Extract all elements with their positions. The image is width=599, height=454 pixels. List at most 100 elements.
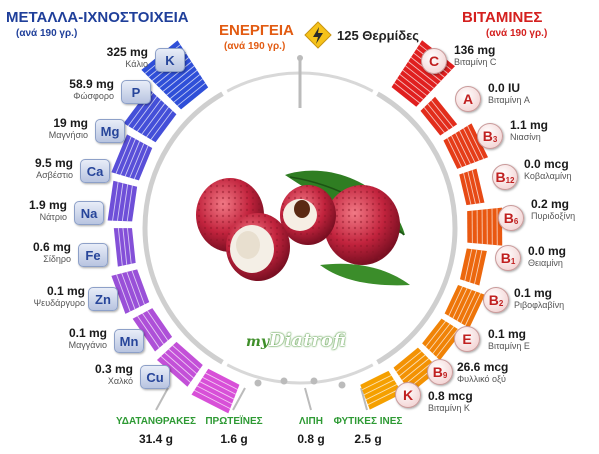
vitamin-badge: B 12: [492, 164, 518, 190]
mineral-value: 325 mg: [106, 45, 148, 59]
mineral-bar-stripe: [129, 143, 145, 178]
mineral-symbol-badge: K: [155, 48, 185, 72]
mineral-name: Μαγγάνιο: [68, 340, 107, 350]
macro-connector: [360, 387, 368, 411]
vitamin-bar-stripe: [448, 286, 463, 317]
macro-label: ΛΙΠΗ: [299, 416, 323, 427]
vitamin-bar-stripe: [402, 69, 431, 93]
macro-dot: [310, 377, 318, 385]
vitamin-value: 0.1 mg: [514, 286, 553, 300]
mineral-bar-stripe: [120, 138, 136, 176]
vitamins-subtitle: (ανά 190 γρ.): [486, 28, 548, 39]
mineral-bar-stripe: [164, 352, 194, 379]
vitamin-value: 0.0 mcg: [524, 157, 569, 171]
vitamin-subscript: 12: [505, 175, 515, 185]
lightning-icon: [304, 21, 332, 49]
vitamin-letter: B: [482, 128, 493, 144]
lychee-fruit-image: [196, 170, 410, 286]
vitamin-badge: K: [395, 382, 421, 408]
vitamin-subscript: 3: [492, 134, 498, 144]
vitamin-name: Πυριδοξίνη: [531, 211, 576, 221]
mineral-value: 9.5 mg: [34, 156, 73, 170]
macro-value: 31.4 g: [138, 432, 174, 446]
minerals-title: ΜΕΤΑΛΛΑ-ΙΧΝΟΣΤΟΙΧΕΙΑ: [6, 9, 189, 26]
energy-title: ΕΝΕΡΓΕΙΑ: [219, 22, 294, 39]
vitamin-bar-stripe: [428, 323, 451, 351]
inner-arc-bottom: [226, 363, 374, 385]
vitamin-bar-stripe: [425, 320, 446, 348]
logo-name: Diatrofi: [268, 330, 346, 351]
mineral-bar-stripe: [199, 381, 235, 400]
mineral-bar-stripe: [116, 274, 131, 312]
mineral-bar: [191, 368, 240, 414]
mineral-symbol-badge: P: [121, 80, 151, 104]
mineral-name: Χαλκό: [107, 376, 133, 386]
vitamin-bar-stripe: [464, 249, 473, 281]
energy-connector-dot: [297, 55, 303, 61]
vitamin-bar-stripe: [396, 350, 422, 373]
mineral-bar-stripe: [131, 270, 145, 305]
mineral-bar-stripe: [162, 65, 195, 92]
vitamin-badge: E: [454, 326, 480, 352]
vitamin-bar-stripe: [365, 383, 398, 401]
mineral-bar-stripe: [159, 61, 192, 89]
energy-subtitle: (ανά 190 γρ.): [224, 41, 286, 52]
vitamin-bar-stripe: [463, 128, 480, 161]
macro-label: ΠΡΩΤΕΪΝΕΣ: [205, 416, 263, 427]
macro-dot: [338, 381, 346, 389]
mineral-value: 0.3 mg: [94, 362, 133, 376]
vitamin-bar-stripe: [407, 61, 438, 85]
vitamin-bar-stripe: [363, 379, 395, 396]
mineral-bar-stripe: [137, 315, 160, 349]
macro-connector: [155, 387, 169, 411]
mineral-name: Φώσφορο: [73, 91, 114, 101]
vitamin-bar-stripe: [456, 289, 472, 321]
mineral-symbol-badge: Cu: [140, 365, 170, 389]
macro-connector: [304, 387, 312, 411]
mineral-bar: [111, 269, 150, 314]
vitamin-bar: [467, 207, 503, 246]
mineral-bar-stripe: [124, 141, 141, 177]
mineral-bar-stripe: [136, 99, 162, 132]
vitamin-letter: C: [428, 53, 440, 69]
mineral-value: 0.1 mg: [68, 326, 107, 340]
vitamin-value: 0.2 mg: [531, 197, 570, 211]
vitamin-name: Βιταμίνη K: [428, 403, 470, 413]
vitamin-bar-stripe: [401, 358, 430, 381]
minerals-subtitle: (ανά 190 γρ.): [16, 28, 78, 39]
vitamin-bar-stripe: [464, 292, 481, 326]
vitamin-bar-stripe: [469, 249, 478, 283]
vitamin-letter: B: [503, 210, 514, 226]
vitamin-letter: A: [462, 91, 474, 107]
vitamin-name: Βιταμίνη A: [488, 95, 530, 105]
macro-value: 0.8 g: [297, 432, 325, 446]
vitamin-bar-stripe: [471, 170, 481, 204]
mineral-bar-stripe: [117, 228, 123, 266]
mineral-bar-stripe: [150, 110, 173, 140]
vitamin-badge: A: [455, 86, 481, 112]
vitamin-value: 1.1 mg: [510, 118, 549, 132]
vitamin-letter: B: [488, 292, 499, 308]
macro-connector: [232, 387, 246, 411]
vitamin-bar-stripe: [396, 78, 424, 100]
mineral-bar-stripe: [127, 228, 132, 264]
vitamin-name: Φυλλικό οξύ: [457, 374, 506, 384]
vitamin-value: 0.0 IU: [488, 81, 521, 95]
mineral-name: Μαγνήσιο: [48, 130, 88, 140]
mineral-symbol-badge: Ca: [80, 159, 110, 183]
vitamin-subscript: 1: [510, 256, 516, 266]
mydiatrofi-logo: myDiatrofi: [246, 330, 346, 351]
vitamin-bar-stripe: [432, 326, 455, 354]
vitamin-bar-stripe: [427, 103, 450, 131]
mineral-bar-stripe: [132, 95, 158, 129]
macro-dot: [254, 379, 262, 387]
vitamin-subscript: 6: [513, 216, 519, 226]
vitamin-bar-stripe: [447, 137, 463, 168]
mineral-bar-stripe: [116, 183, 124, 221]
vitamin-bar: [443, 123, 489, 169]
inner-arc-left: [142, 91, 224, 365]
mineral-symbol-badge: Na: [74, 201, 104, 225]
vitamin-bar: [420, 96, 458, 136]
